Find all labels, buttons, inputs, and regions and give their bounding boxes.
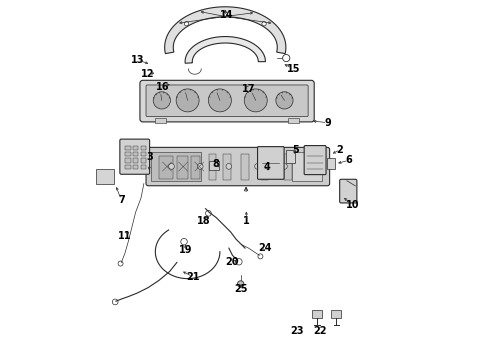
FancyBboxPatch shape (140, 80, 314, 122)
Circle shape (276, 92, 293, 109)
Text: 10: 10 (346, 200, 359, 210)
FancyBboxPatch shape (304, 145, 326, 175)
Text: 13: 13 (131, 55, 144, 65)
Circle shape (226, 163, 232, 169)
Polygon shape (185, 37, 266, 63)
Bar (177, 156, 188, 179)
Text: 4: 4 (263, 162, 270, 172)
Bar (133, 152, 139, 156)
Bar (133, 158, 139, 163)
Bar (141, 165, 147, 169)
FancyBboxPatch shape (258, 147, 284, 179)
Circle shape (238, 281, 244, 287)
Bar (125, 158, 131, 163)
Circle shape (112, 299, 118, 305)
Bar (155, 118, 166, 123)
Circle shape (283, 54, 290, 62)
Text: 17: 17 (242, 84, 255, 94)
Bar (141, 158, 147, 163)
Bar (133, 165, 139, 169)
Text: 24: 24 (258, 243, 271, 253)
Text: 3: 3 (147, 152, 153, 162)
Circle shape (223, 12, 227, 16)
Bar (125, 145, 131, 150)
Bar (261, 154, 269, 180)
Circle shape (118, 261, 123, 266)
Text: 11: 11 (118, 231, 132, 240)
Bar (133, 145, 139, 150)
Circle shape (236, 258, 242, 265)
Text: 7: 7 (118, 195, 124, 205)
Circle shape (153, 92, 171, 109)
Circle shape (258, 254, 263, 259)
Circle shape (307, 163, 313, 169)
Bar (288, 118, 299, 123)
Text: 18: 18 (197, 216, 211, 226)
Circle shape (208, 89, 231, 112)
Circle shape (169, 163, 174, 169)
Bar (159, 156, 173, 179)
Text: 6: 6 (345, 155, 352, 165)
Text: 15: 15 (287, 64, 300, 74)
Circle shape (262, 22, 266, 26)
Bar (96, 169, 114, 184)
Text: 21: 21 (186, 272, 200, 282)
Bar (286, 150, 295, 163)
Text: 23: 23 (290, 325, 304, 336)
Bar (191, 156, 200, 179)
Text: 16: 16 (156, 82, 169, 92)
Bar (125, 152, 131, 156)
Bar (141, 145, 147, 150)
Circle shape (176, 89, 199, 112)
FancyBboxPatch shape (120, 139, 149, 174)
Text: 5: 5 (292, 144, 298, 154)
Bar (209, 161, 219, 170)
Text: 14: 14 (220, 10, 234, 20)
Bar (151, 152, 201, 181)
Text: 19: 19 (179, 245, 193, 255)
Bar (209, 154, 216, 180)
Circle shape (245, 89, 267, 112)
Bar (292, 152, 322, 181)
FancyBboxPatch shape (340, 179, 357, 203)
Bar (141, 152, 147, 156)
Text: 25: 25 (235, 284, 248, 294)
Text: 9: 9 (324, 118, 331, 128)
Bar (331, 310, 342, 318)
Bar (242, 154, 248, 180)
Bar (223, 154, 231, 180)
Circle shape (205, 211, 211, 216)
Bar (125, 165, 131, 169)
Text: 2: 2 (337, 144, 343, 154)
Text: 8: 8 (213, 159, 220, 169)
Text: 20: 20 (226, 257, 239, 267)
Bar (327, 158, 335, 169)
Circle shape (282, 163, 287, 169)
Circle shape (255, 163, 260, 169)
FancyBboxPatch shape (146, 85, 308, 117)
Polygon shape (165, 7, 286, 54)
Circle shape (184, 22, 189, 26)
Bar (285, 154, 292, 180)
Text: 12: 12 (142, 69, 155, 79)
Bar (312, 310, 322, 318)
Text: 22: 22 (314, 325, 327, 336)
FancyBboxPatch shape (146, 147, 330, 186)
Circle shape (181, 238, 187, 245)
Circle shape (197, 163, 203, 169)
Text: 1: 1 (244, 216, 250, 226)
